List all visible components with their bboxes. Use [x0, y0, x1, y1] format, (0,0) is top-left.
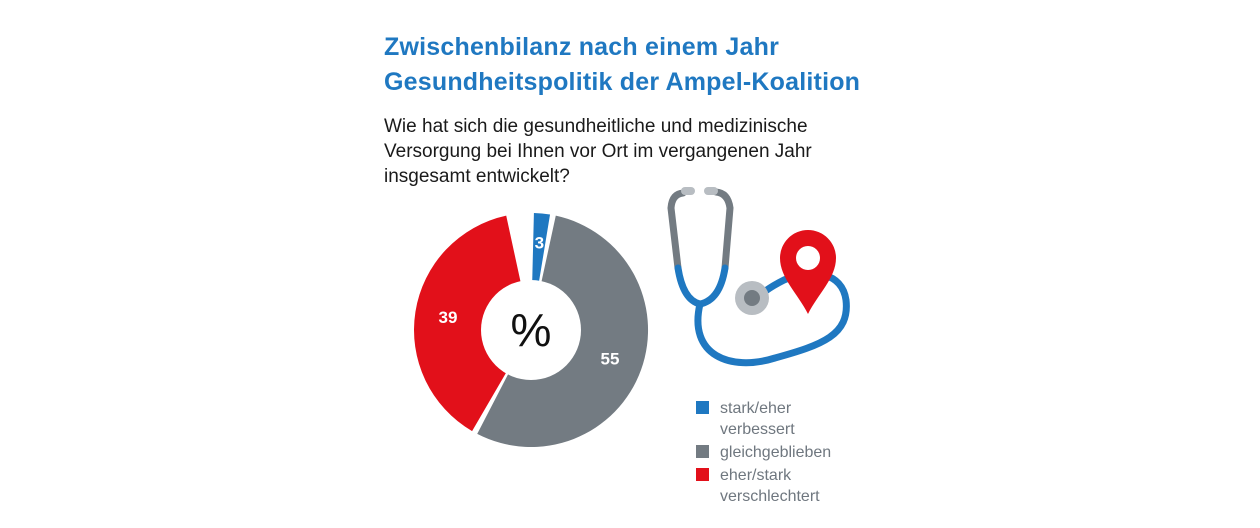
location-pin-icon — [780, 230, 836, 314]
title-line-2: Gesundheitspolitik der Ampel-Koalition — [384, 68, 861, 96]
stethoscope-with-location-pin-icon — [667, 187, 850, 367]
stethoscope-tube-main — [694, 270, 850, 367]
legend-label: verschlechtert — [720, 488, 820, 505]
stethoscope-tube-right — [696, 264, 729, 308]
chart-legend: stark/eher verbessert gleichgeblieben eh… — [696, 398, 831, 509]
survey-question: Wie hat sich die gesundheitliche und med… — [384, 114, 812, 189]
stethoscope-left-arm — [667, 189, 687, 272]
stethoscope-left-earpiece — [681, 187, 695, 195]
question-line-3: insgesamt entwickelt? — [384, 166, 570, 187]
legend-item-improved: stark/eher verbessert — [696, 398, 831, 440]
legend-item-unchanged: gleichgeblieben — [696, 442, 831, 463]
legend-item-worsened: eher/stark verschlechtert — [696, 465, 831, 507]
legend-label: gleichgeblieben — [720, 444, 832, 461]
legend-label: eher/stark — [720, 467, 792, 484]
stethoscope-tube-left — [674, 264, 704, 308]
legend-label: verbessert — [720, 421, 795, 438]
legend-swatch-unchanged — [696, 445, 709, 458]
chart-title: Zwischenbilanz nach einem Jahr Gesundhei… — [384, 30, 860, 100]
slice-worsened — [414, 215, 531, 432]
legend-label: stark/eher — [720, 400, 792, 417]
legend-swatch-improved — [696, 401, 709, 414]
donut-chart: 3 55 39% — [414, 213, 649, 448]
center-label: % — [511, 304, 552, 356]
stethoscope-right-arm — [712, 188, 734, 272]
question-line-1: Wie hat sich die gesundheitliche und med… — [384, 116, 808, 137]
data-label: 3 — [535, 233, 544, 252]
stethoscope-chestpiece-center — [744, 290, 760, 306]
legend-swatch-worsened — [696, 468, 709, 481]
question-line-2: Versorgung bei Ihnen vor Ort im vergange… — [384, 141, 812, 162]
donut-hole — [481, 280, 581, 380]
title-line-1: Zwischenbilanz nach einem Jahr — [384, 33, 780, 61]
data-label: 55 — [601, 350, 620, 369]
stethoscope-right-earpiece — [704, 187, 718, 195]
location-pin-hole — [796, 246, 820, 270]
data-label: 39 — [439, 308, 458, 327]
